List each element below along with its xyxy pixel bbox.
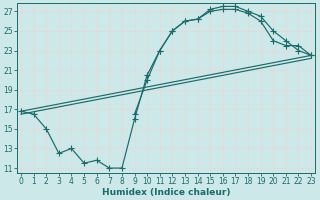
X-axis label: Humidex (Indice chaleur): Humidex (Indice chaleur) bbox=[102, 188, 230, 197]
